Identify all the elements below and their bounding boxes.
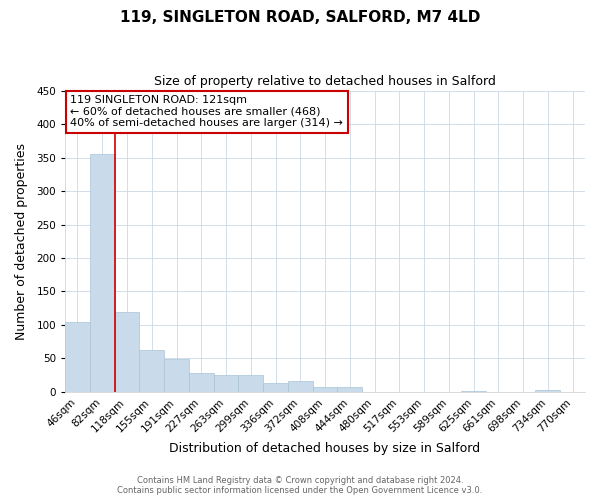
- Title: Size of property relative to detached houses in Salford: Size of property relative to detached ho…: [154, 75, 496, 88]
- Bar: [189, 372, 214, 392]
- Bar: [288, 380, 313, 392]
- Bar: [535, 390, 560, 392]
- Bar: [65, 322, 90, 392]
- Text: 119, SINGLETON ROAD, SALFORD, M7 4LD: 119, SINGLETON ROAD, SALFORD, M7 4LD: [120, 10, 480, 25]
- Y-axis label: Number of detached properties: Number of detached properties: [15, 143, 28, 340]
- X-axis label: Distribution of detached houses by size in Salford: Distribution of detached houses by size …: [169, 442, 481, 455]
- Bar: [337, 388, 362, 392]
- Bar: [461, 390, 486, 392]
- Bar: [115, 312, 139, 392]
- Bar: [164, 359, 189, 392]
- Text: 119 SINGLETON ROAD: 121sqm
← 60% of detached houses are smaller (468)
40% of sem: 119 SINGLETON ROAD: 121sqm ← 60% of deta…: [70, 95, 343, 128]
- Bar: [214, 375, 238, 392]
- Bar: [238, 375, 263, 392]
- Text: Contains HM Land Registry data © Crown copyright and database right 2024.
Contai: Contains HM Land Registry data © Crown c…: [118, 476, 482, 495]
- Bar: [263, 383, 288, 392]
- Bar: [139, 350, 164, 392]
- Bar: [90, 154, 115, 392]
- Bar: [313, 388, 337, 392]
